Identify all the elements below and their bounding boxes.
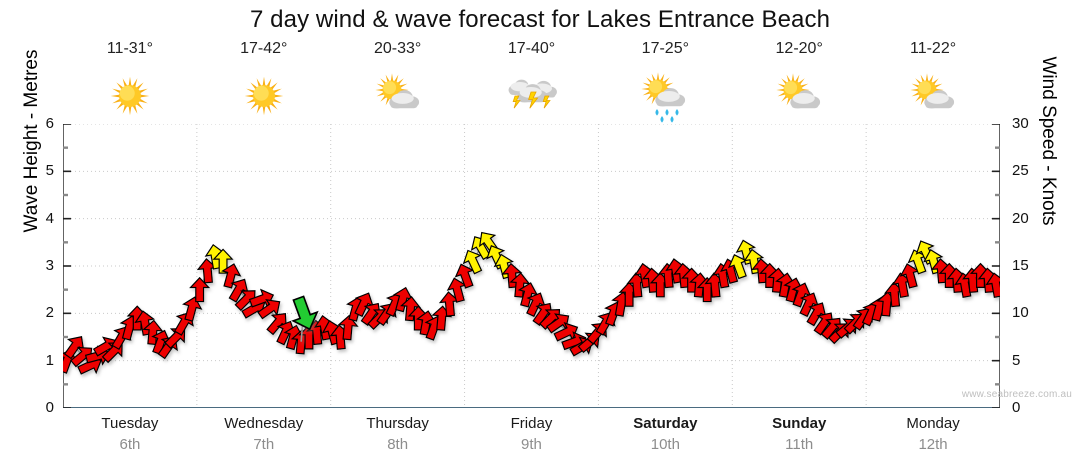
day-label-row: Tuesday 6th Wednesday 7th Thursday 8th Friday 9… (63, 414, 1000, 469)
day-label: Tuesday 6th (63, 414, 197, 456)
day-temperature: 11-31° (106, 40, 153, 57)
wind-arrows (63, 231, 1000, 375)
left-tick-label: 1 (45, 351, 54, 369)
day-date: 10th (650, 436, 680, 453)
day-name: Friday (510, 415, 553, 432)
left-axis-label: Wave Height - Metres (21, 49, 42, 233)
left-tick-label: 0 (45, 399, 54, 416)
wind-direction-arrow (142, 319, 164, 346)
wind-direction-arrow (462, 249, 483, 275)
day-name: Saturday (633, 415, 698, 432)
plot-area (63, 124, 1000, 408)
day-date: 6th (119, 436, 141, 453)
peak-marker (291, 295, 319, 342)
wind-direction-arrow (212, 248, 234, 274)
sun-icon (197, 68, 331, 124)
page-title: 7 day wind & wave forecast for Lakes Ent… (249, 6, 831, 33)
temperature-row: 11-31° 17-42° 20-33° 17-40° 17-25° 12-20° 11-2… (63, 40, 1000, 70)
left-tick-label: 4 (45, 209, 54, 227)
wind-direction-arrow (337, 314, 359, 341)
day-name: Sunday (772, 415, 827, 432)
right-tick-label: 25 (1012, 162, 1029, 180)
wind-direction-arrow (182, 296, 203, 322)
day-temperature: 17-25° (641, 40, 689, 57)
right-tick-label: 30 (1012, 115, 1029, 132)
left-tick-label: 6 (45, 115, 54, 132)
sun-icon (63, 68, 197, 124)
right-tick-label: 15 (1012, 257, 1029, 274)
plot-svg (63, 124, 1000, 408)
day-label: Friday 9th (465, 414, 599, 456)
day-name: Thursday (366, 415, 429, 432)
wind-direction-arrow (509, 272, 531, 298)
right-tick-label: 0 (1012, 399, 1021, 416)
left-tick-label: 3 (45, 257, 54, 274)
wind-direction-arrow (221, 263, 242, 289)
sun-cloud-rain-icon (598, 68, 732, 124)
day-name: Wednesday (224, 415, 304, 432)
sun-cloud-icon (732, 68, 866, 124)
left-tick-label: 5 (45, 162, 54, 180)
peak-marker-arrow (291, 295, 319, 331)
day-date: 7th (253, 436, 275, 453)
day-date: 11th (785, 436, 814, 453)
day-temperature: 12-20° (775, 40, 823, 57)
day-date: 9th (521, 436, 542, 453)
day-name: Monday (906, 415, 960, 432)
day-temperature: 17-40° (507, 40, 556, 57)
thunderstorm-icon (465, 68, 599, 124)
left-tick-label: 2 (45, 304, 54, 322)
day-label: Monday 12th (866, 414, 1000, 456)
wind-direction-arrow (189, 276, 211, 303)
weather-icon-row (63, 68, 1000, 124)
right-tick-label: 20 (1012, 209, 1029, 227)
day-label: Sunday 11th (732, 414, 866, 456)
day-label: Wednesday 7th (197, 414, 331, 456)
wind-direction-arrow (454, 263, 475, 289)
sun-cloud-icon (866, 68, 1000, 124)
watermark: www.seabreeze.com.au (961, 389, 1072, 400)
day-date: 12th (918, 436, 948, 453)
day-temperature: 20-33° (373, 40, 422, 57)
day-label: Thursday 8th (331, 414, 465, 456)
day-name: Tuesday (101, 415, 159, 432)
day-label: Saturday 10th (598, 414, 732, 456)
day-temperature: 11-22° (909, 40, 957, 57)
sun-cloud-icon (331, 68, 465, 124)
right-tick-label: 10 (1012, 304, 1029, 322)
right-tick-label: 5 (1012, 351, 1021, 369)
day-date: 8th (387, 436, 409, 453)
wind-direction-arrow (985, 272, 1000, 298)
right-axis-label: Wind Speed - Knots (1038, 56, 1059, 226)
day-temperature: 17-42° (240, 40, 288, 57)
